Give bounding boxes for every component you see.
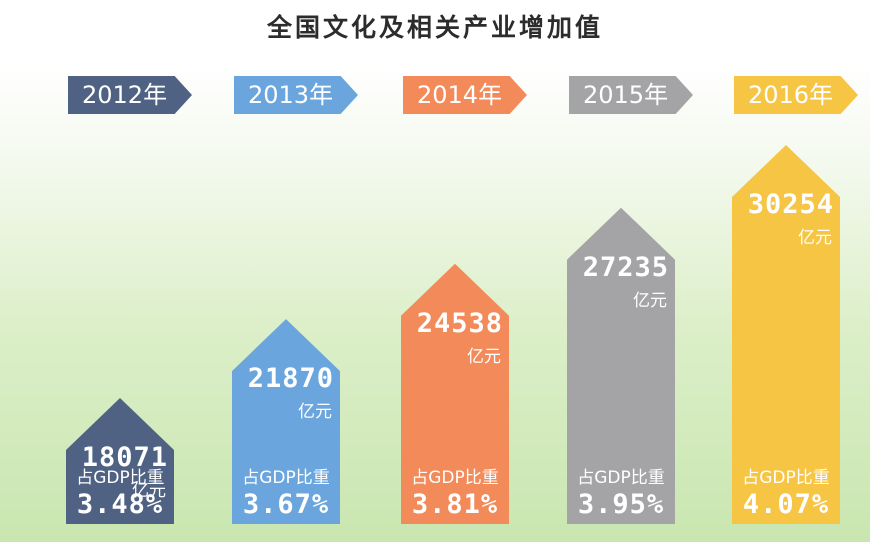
bar-3: 27235 亿元占GDP比重 3.95%	[567, 207, 675, 524]
share-value-1: 3.67%	[242, 488, 330, 520]
share-label-4: 占GDP比重	[742, 468, 830, 488]
bar-1: 21870 亿元占GDP比重 3.67%	[232, 319, 340, 524]
share-value-4: 4.07%	[742, 489, 830, 520]
bar-4: 30254 亿元占GDP比重 4.07%	[732, 145, 840, 524]
bar-0: 18071 亿元 占GDP比重 3.48%	[66, 398, 174, 524]
bar-shape-3	[567, 207, 675, 524]
unit-label-4: 亿元	[798, 228, 832, 248]
value-label-1: 21870	[247, 363, 334, 395]
year-tag-3: 2015年	[569, 76, 693, 114]
share-value-2: 3.81%	[411, 488, 499, 520]
share-label-0: 占GDP比重	[76, 468, 164, 488]
value-label-3: 27235	[582, 251, 669, 283]
share-value-3: 3.95%	[577, 488, 665, 520]
chart-title: 全国文化及相关产业增加值	[266, 13, 603, 42]
share-label-2: 占GDP比重	[411, 467, 499, 488]
share-value-0: 3.48%	[76, 489, 164, 520]
year-tag-4: 2016年	[734, 76, 858, 114]
year-tag-0: 2012年	[68, 76, 192, 114]
unit-label-0: 亿元	[132, 481, 166, 501]
year-tag-1: 2013年	[234, 76, 358, 114]
unit-label-2: 亿元	[467, 346, 501, 367]
bar-2: 24538 亿元占GDP比重 3.81%	[401, 263, 509, 524]
bar-shape-2	[401, 263, 509, 524]
share-label-3: 占GDP比重	[577, 467, 665, 488]
value-label-0: 18071	[81, 442, 168, 473]
unit-label-1: 亿元	[298, 402, 332, 423]
share-label-1: 占GDP比重	[242, 467, 330, 488]
year-tag-2: 2014年	[403, 76, 527, 114]
unit-label-3: 亿元	[633, 290, 667, 311]
bar-shape-4	[732, 145, 840, 524]
value-label-4: 30254	[747, 189, 834, 220]
value-label-2: 24538	[416, 307, 503, 339]
